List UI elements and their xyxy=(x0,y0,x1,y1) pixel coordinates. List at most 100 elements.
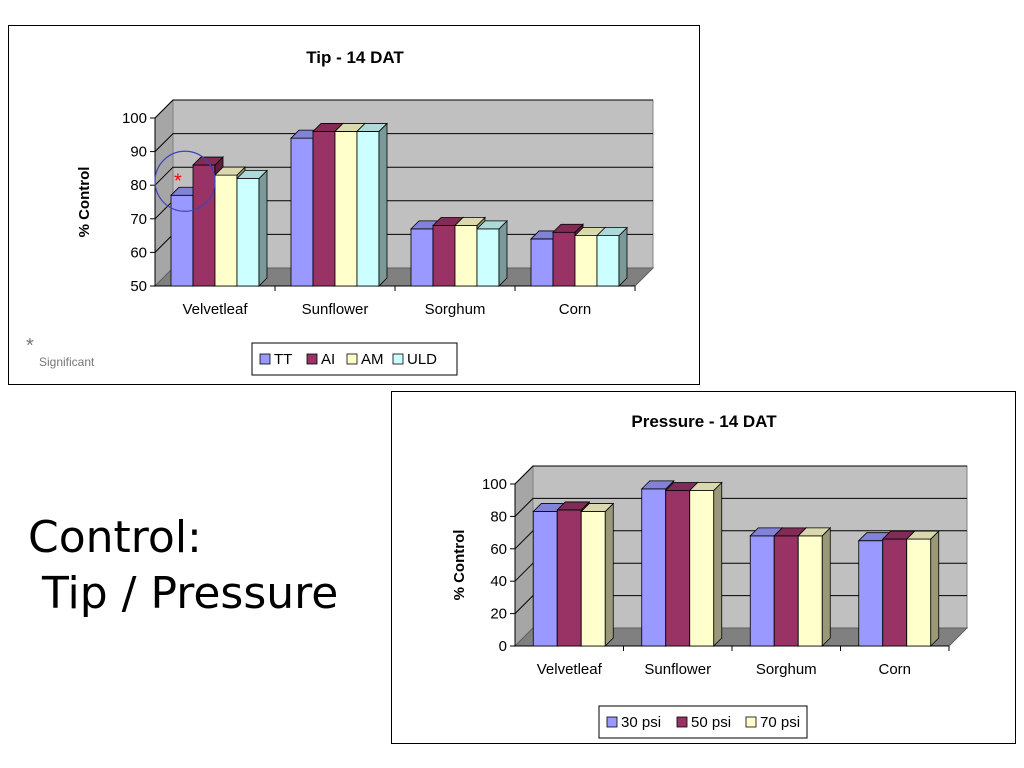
x-tick-label: Sunflower xyxy=(302,301,369,318)
bar-side xyxy=(378,122,388,287)
bar xyxy=(773,535,799,647)
y-axis-label: % Control xyxy=(76,167,93,238)
gridline xyxy=(154,99,653,119)
y-tick-label: 50 xyxy=(130,278,147,295)
bar xyxy=(432,225,456,287)
tip-chart-panel: Tip - 14 DAT 50 60 70 80 90 100 % Control Velvet… xyxy=(8,25,700,385)
legend-swatch xyxy=(346,353,358,365)
bar xyxy=(574,235,598,287)
x-tick-label: Sunflower xyxy=(644,661,711,678)
legend-label: TT xyxy=(274,351,292,368)
slide-title-line-1: Control: xyxy=(28,512,202,563)
bar-side xyxy=(604,502,614,647)
legend-label: AM xyxy=(361,351,384,368)
plot-side-wall xyxy=(514,464,534,648)
legend-swatch xyxy=(606,716,618,728)
bar-top xyxy=(192,156,224,166)
bar xyxy=(797,535,823,647)
y-tick-label: 80 xyxy=(490,508,507,525)
bar xyxy=(689,490,715,647)
y-axis-label: % Control xyxy=(451,530,468,601)
bar xyxy=(641,488,667,647)
bar-side xyxy=(930,530,940,647)
significance-asterisk: * xyxy=(174,170,182,192)
legend-label: 70 psi xyxy=(760,714,800,731)
x-tick-label: Velvetleaf xyxy=(182,301,248,318)
significance-label: Significant xyxy=(39,355,95,369)
bar-side xyxy=(713,481,723,647)
bar xyxy=(665,490,691,647)
gridline xyxy=(154,133,653,152)
tip-chart: Tip - 14 DAT 50 60 70 80 90 100 % Control Velvet… xyxy=(76,48,655,376)
pressure-chart: Pressure - 14 DAT 0 20 40 60 80 100 % Control Ve… xyxy=(451,412,969,739)
bar xyxy=(532,511,558,647)
y-tick-label: 70 xyxy=(130,211,147,228)
bar xyxy=(192,164,216,287)
bar xyxy=(882,538,908,647)
bar xyxy=(580,511,606,647)
bar-top xyxy=(797,527,832,537)
significance-marker: * xyxy=(26,335,34,357)
bar xyxy=(214,174,238,287)
bar xyxy=(410,228,434,287)
gridline xyxy=(514,497,967,517)
legend-label: AI xyxy=(321,351,335,368)
bar-top xyxy=(640,480,675,490)
legend-label: 30 psi xyxy=(621,714,661,731)
bar xyxy=(454,225,478,287)
legend-swatch xyxy=(676,716,688,728)
bar-top xyxy=(214,166,246,176)
pressure-chart-panel: Pressure - 14 DAT 0 20 40 60 80 100 % Control Ve… xyxy=(391,391,1016,744)
bar-top xyxy=(236,170,268,179)
y-tick-label: 90 xyxy=(130,144,147,161)
bar xyxy=(556,509,582,647)
y-tick-label: 100 xyxy=(122,110,147,127)
bar xyxy=(312,131,336,287)
bar-top xyxy=(596,227,628,237)
bar-side xyxy=(618,226,628,287)
bar xyxy=(334,131,358,287)
bar xyxy=(236,178,260,287)
legend-box xyxy=(598,705,808,739)
y-tick-label: 60 xyxy=(130,244,147,261)
x-tick-label: Corn xyxy=(559,301,592,318)
bar-top xyxy=(356,123,388,132)
slide-title: Control: Tip / Pressure xyxy=(28,510,338,622)
bar-side xyxy=(498,219,508,287)
bar-top xyxy=(454,217,486,226)
legend-swatch xyxy=(306,353,318,365)
x-tick-label: Corn xyxy=(878,661,911,678)
highlight-circle xyxy=(154,150,216,212)
bar xyxy=(290,137,314,287)
bar xyxy=(749,535,775,647)
chart-title: Pressure - 14 DAT xyxy=(631,412,777,431)
bar xyxy=(858,540,884,647)
legend-label: 50 psi xyxy=(691,714,731,731)
legend-swatch xyxy=(259,353,271,365)
slide-title-line-2: Tip / Pressure xyxy=(28,568,339,619)
x-tick-label: Velvetleaf xyxy=(537,661,603,678)
legend-swatch xyxy=(392,353,404,365)
bar xyxy=(552,231,576,287)
bar-top xyxy=(556,501,591,511)
gridline xyxy=(514,465,967,485)
bar-side xyxy=(258,169,268,287)
y-tick-label: 0 xyxy=(499,638,507,655)
bar xyxy=(356,131,380,287)
gridline xyxy=(154,166,653,186)
bar xyxy=(530,238,554,287)
bar-top xyxy=(905,530,940,540)
y-tick-label: 20 xyxy=(490,606,507,623)
y-tick-label: 80 xyxy=(130,177,147,194)
chart-title: Tip - 14 DAT xyxy=(306,48,404,67)
legend-swatch xyxy=(745,716,757,728)
bar xyxy=(476,228,500,287)
bar-top xyxy=(580,503,615,512)
bar-side xyxy=(821,526,831,647)
legend-label: ULD xyxy=(407,351,437,368)
bar-top xyxy=(688,482,723,491)
y-tick-label: 60 xyxy=(490,541,507,558)
y-tick-label: 40 xyxy=(490,573,507,590)
bar xyxy=(596,235,620,287)
bar-top xyxy=(552,223,584,233)
